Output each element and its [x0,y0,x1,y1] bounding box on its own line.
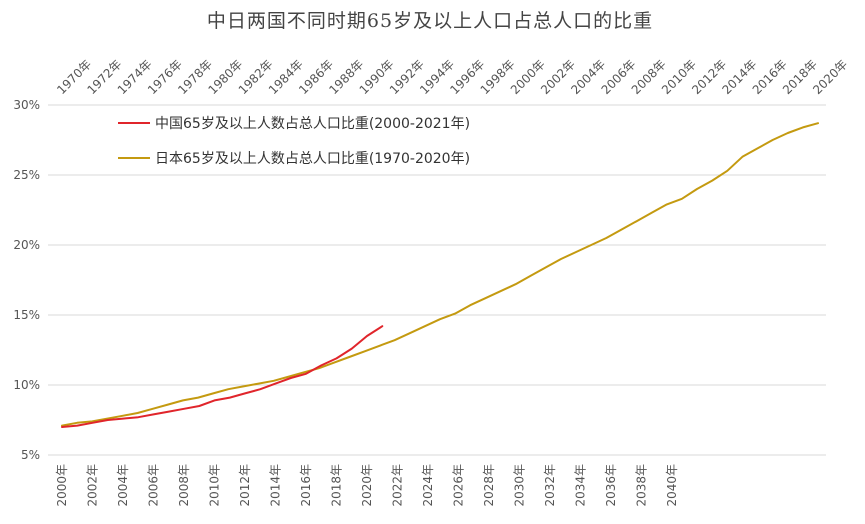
y-tick-label: 30% [13,98,40,112]
x-bottom-tick-label: 2032年 [543,464,557,507]
x-bottom-tick-label: 2036年 [604,464,618,507]
legend-label-china: 中国65岁及以上人数占总人口比重(2000-2021年) [155,116,470,132]
x-bottom-tick-label: 2000年 [55,464,69,507]
x-bottom-tick-label: 2016年 [299,464,313,507]
y-axis: 5% 10% 15% 20% 25% 30% [13,98,40,462]
y-tick-label: 20% [13,238,40,252]
x-bottom-tick-label: 2004年 [116,464,130,507]
x-bottom-tick-label: 2026年 [452,464,466,507]
legend: 中国65岁及以上人数占总人口比重(2000-2021年) 日本65岁及以上人数占… [118,116,470,167]
y-tick-label: 10% [13,378,40,392]
x-bottom-tick-label: 2038年 [635,464,649,507]
series-lines [61,122,819,428]
x-bottom-tick-label: 2012年 [238,464,252,507]
x-top-tick-label: 2020年 [810,57,850,97]
x-bottom-tick-label: 2008年 [177,464,191,507]
y-tick-label: 5% [21,448,40,462]
x-bottom-tick-label: 2030年 [513,464,527,507]
legend-label-japan: 日本65岁及以上人数占总人口比重(1970-2020年) [155,151,470,167]
x-bottom-tick-label: 2024年 [421,464,435,507]
chart-title: 中日两国不同时期65岁及以上人口占总人口的比重 [207,10,653,32]
x-bottom-tick-label: 2006年 [147,464,161,507]
y-tick-label: 15% [13,308,40,322]
x-axis-bottom: 2000年 2002年 2004年 2006年 2008年 2010年 2012年 2014年… [55,464,679,507]
x-bottom-tick-label: 2040年 [665,464,679,507]
x-bottom-tick-label: 2002年 [86,464,100,507]
x-bottom-tick-label: 2018年 [330,464,344,507]
x-bottom-tick-label: 2022年 [391,464,405,507]
x-bottom-tick-label: 2034年 [574,464,588,507]
y-tick-label: 25% [13,168,40,182]
series-line-china [61,325,384,428]
gridlines [48,104,826,456]
x-bottom-tick-label: 2028年 [482,464,496,507]
series-line-japan [61,122,819,427]
x-axis-top: 1970年1972年1974年1976年1978年1980年1982年1984年… [54,57,850,97]
x-bottom-tick-label: 2020年 [360,464,374,507]
x-bottom-tick-label: 2014年 [269,464,283,507]
x-bottom-tick-label: 2010年 [208,464,222,507]
